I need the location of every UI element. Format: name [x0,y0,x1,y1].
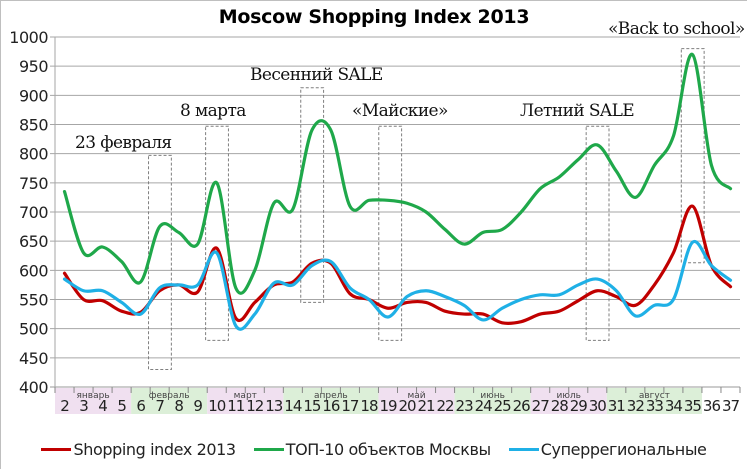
x-tick-label: 31 [608,397,626,415]
series-line-1 [62,52,733,295]
x-tick-label: 37 [722,397,740,415]
y-tick-label: 850 [19,116,48,135]
x-tick-label: 16 [322,397,340,415]
x-tick-label: 25 [494,397,512,415]
month-label: март [234,391,257,401]
annotation-box [148,154,172,370]
y-tick-label: 600 [19,261,48,280]
annotation-label: 8 марта [180,101,246,121]
x-tick-label: 35 [684,397,702,415]
annotation-box [680,48,705,264]
y-tick-label: 950 [19,57,48,76]
month-label: февраль [149,391,190,401]
month-label: апрель [314,391,348,401]
x-tick-label: 9 [193,397,202,415]
x-tick-label: 15 [303,397,321,415]
y-tick-label: 550 [19,291,48,310]
legend-swatch-green [253,448,284,451]
annotation-box [300,87,325,303]
y-tick-label: 800 [19,145,48,164]
y-tick-label: 750 [19,174,48,193]
x-tick-label: 19 [379,397,397,415]
x-tick-label: 5 [117,397,126,415]
x-tick-label: 26 [513,397,531,415]
y-tick-label: 500 [19,320,48,339]
annotation-box [378,125,403,341]
x-tick-label: 20 [398,397,416,415]
y-tick-label: 1000 [9,28,48,47]
legend-label: Shopping index 2013 [73,440,236,459]
x-tick-label: 32 [627,397,645,415]
x-tick-label: 28 [551,397,569,415]
x-tick-label: 17 [341,397,359,415]
month-label: май [407,391,425,401]
month-band [283,388,379,414]
month-label: август [639,391,670,401]
x-tick-label: 29 [570,397,588,415]
legend-swatch-blue [508,448,539,451]
y-tick-label: 650 [19,232,48,251]
x-tick-label: 7 [155,397,164,415]
chart-title: Moscow Shopping Index 2013 [218,6,530,28]
month-band [606,388,702,414]
annotation-box [585,125,610,341]
x-tick-label: 24 [475,397,493,415]
x-tick-label: 30 [589,397,607,415]
y-tick-label: 400 [19,378,48,397]
x-tick-label: 12 [246,397,264,415]
legend-item-shopping-index: Shopping index 2013 [41,440,236,459]
legend: Shopping index 2013 ТОП-10 объектов Моск… [0,440,748,459]
x-tick-label: 22 [437,397,455,415]
x-tick-label: 18 [360,397,378,415]
legend-swatch-red [41,448,72,451]
legend-label: Суперрегиональные [540,440,707,459]
x-tick-label: 21 [417,397,435,415]
x-tick-label: 11 [227,397,245,415]
x-tick-label: 10 [208,397,226,415]
legend-item-superregional: Суперрегиональные [508,440,707,459]
month-label: январь [76,391,109,401]
annotation-label: «Back to school» [608,19,745,39]
x-tick-label: 33 [646,397,664,415]
series-line-2 [62,239,733,331]
y-tick-label: 900 [19,86,48,105]
x-tick-label: 36 [703,397,721,415]
x-tick-label: 2 [60,397,69,415]
x-tick-label: 23 [456,397,474,415]
x-tick-label: 13 [265,397,283,415]
annotation-label: «Майские» [352,101,448,121]
x-tick-label: 34 [665,397,683,415]
legend-item-top10: ТОП-10 объектов Москвы [253,440,491,459]
annotation-label: Летний SALE [520,101,634,121]
y-tick-label: 450 [19,349,48,368]
x-tick-label: 6 [136,397,145,415]
legend-label: ТОП-10 объектов Москвы [285,440,491,459]
x-tick-label: 4 [98,397,107,415]
month-label: июль [557,391,581,401]
x-tick-label: 14 [284,397,302,415]
annotation-label: Весенний SALE [250,65,383,85]
y-tick-label: 700 [19,203,48,222]
annotation-label: 23 февраля [75,133,172,153]
x-tick-label: 8 [174,397,183,415]
month-label: июнь [480,391,505,401]
annotation-box [205,125,229,341]
x-tick-label: 27 [532,397,550,415]
x-tick-label: 3 [79,397,88,415]
